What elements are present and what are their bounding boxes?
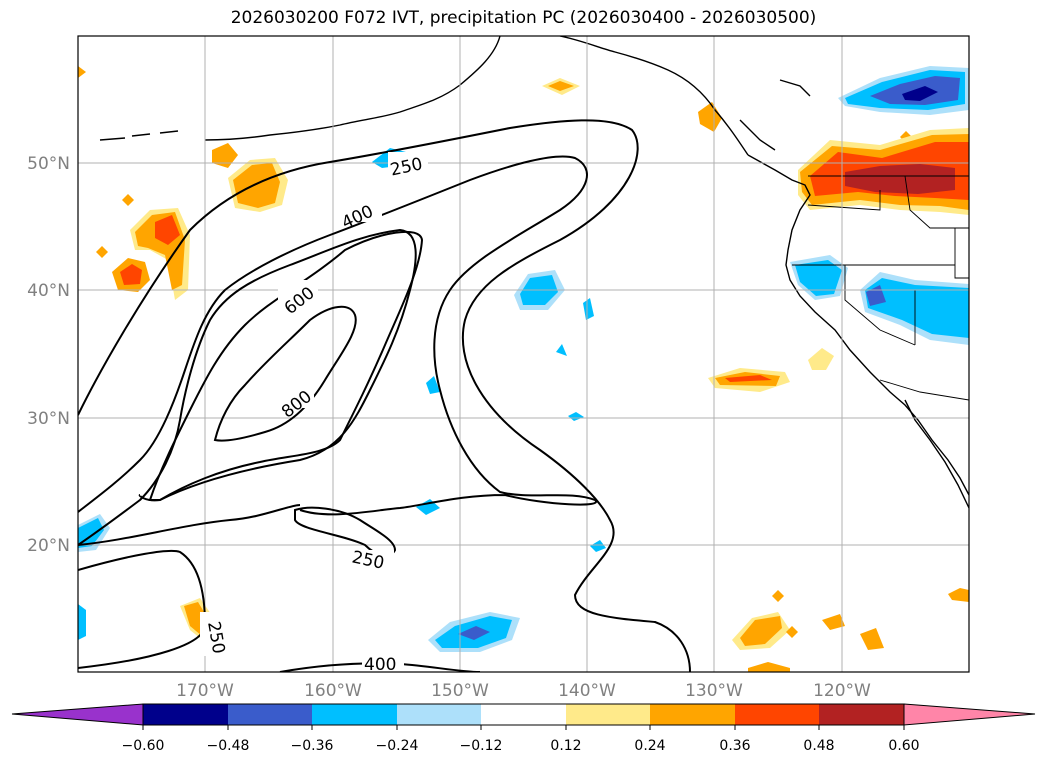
colorbar-tick-label: 0.48 xyxy=(803,738,834,754)
precip-anomaly-dot-4 xyxy=(786,626,798,638)
ivt-contours xyxy=(78,119,691,672)
lat-label-40: 40°N xyxy=(27,281,70,301)
colorbar-extend-low xyxy=(11,703,144,726)
precip-anomaly-south-5 xyxy=(948,588,969,602)
colorbar-tick-label: −0.48 xyxy=(207,738,250,754)
precip-anomaly-west-1-peak xyxy=(155,215,180,245)
coastlines xyxy=(99,36,969,509)
precip-anomaly-edge-nw xyxy=(78,66,86,78)
colorbar-bin-8 xyxy=(735,704,819,725)
ivt-contour-250-south-b xyxy=(78,549,207,669)
lon-label-160w: 160°W xyxy=(304,681,362,701)
precip-anomaly-pnw-peak xyxy=(845,164,955,194)
ivt-contour-600 xyxy=(148,230,424,501)
colorbar-bin-1 xyxy=(143,704,228,725)
colorbar-bin-9 xyxy=(819,704,904,725)
precip-negative-shading xyxy=(78,66,969,652)
map-background xyxy=(78,36,969,672)
colorbar-frame xyxy=(142,703,905,726)
ivt-contour-250 xyxy=(78,119,691,672)
border-nv-ut xyxy=(954,227,969,279)
precip-anomaly-north-1-core xyxy=(548,81,574,91)
colorbar-tick-label: −0.24 xyxy=(376,738,419,754)
precip-deficit-small-4 xyxy=(568,412,584,421)
map-frame xyxy=(77,35,970,673)
colorbar-tick-label: −0.36 xyxy=(291,738,334,754)
precip-deficit-small-6 xyxy=(590,540,606,552)
colorbar-bin-4 xyxy=(397,704,481,725)
ivt-contour-250-island xyxy=(294,506,397,557)
precip-anomaly-south-1-core xyxy=(740,616,782,646)
precip-deficit-small-3 xyxy=(556,344,567,356)
contour-label-400-south: 400 xyxy=(364,655,396,675)
colorbar-bin-7 xyxy=(650,704,735,725)
colorbar-tick-label: 0.24 xyxy=(634,738,665,754)
ivt-contour-400 xyxy=(78,228,417,546)
map-panel: 250 400 600 800 250 250 400 xyxy=(77,35,970,675)
longitude-labels: 170°W 160°W 150°W 140°W 130°W 120°W xyxy=(176,681,871,701)
border-id-mt xyxy=(904,175,955,229)
colorbar-tick-labels: −0.60 −0.48 −0.36 −0.24 −0.12 0.12 0.24 … xyxy=(122,738,920,754)
colorbar-bin-5 xyxy=(481,704,566,725)
border-us-mexico xyxy=(879,379,969,401)
colorbar-tick-label: −0.60 xyxy=(122,738,165,754)
map-title: 2026030200 F072 IVT, precipitation PC (2… xyxy=(230,8,817,28)
lat-label-30: 30°N xyxy=(27,409,70,429)
lon-label-120w: 120°W xyxy=(813,681,871,701)
colorbar-bin-3 xyxy=(312,704,397,725)
lon-label-150w: 150°W xyxy=(431,681,489,701)
colorbar-tick-label: 0.12 xyxy=(550,738,581,754)
precip-anomaly-south-2 xyxy=(822,614,845,630)
coastline-aleutians xyxy=(99,130,179,141)
colorbar-bin-6 xyxy=(566,704,650,725)
ivt-contour-400-outer xyxy=(78,155,598,516)
colorbar-tick-label: 0.36 xyxy=(719,738,750,754)
precip-anomaly-mid-1-peak xyxy=(725,375,772,382)
precip-anomaly-coast-bc xyxy=(698,102,722,132)
coastline-west-us xyxy=(747,154,969,496)
precip-anomaly-nw-cluster-core xyxy=(233,163,280,208)
precip-anomaly-south-3 xyxy=(860,628,884,650)
ivt-contour-250-south-a xyxy=(78,504,301,546)
precip-anomaly-dot-1 xyxy=(122,194,134,206)
coastline-baja xyxy=(904,399,969,509)
coastline-alaska xyxy=(204,36,501,141)
coastline-islands-bc xyxy=(739,79,811,151)
precip-anomaly-small-nw xyxy=(212,143,238,168)
colorbar: −0.60 −0.48 −0.36 −0.24 −0.12 0.12 0.24 … xyxy=(11,703,1036,754)
precip-deficit-ne-peak xyxy=(902,86,938,101)
precip-deficit-nevada-core xyxy=(865,278,969,338)
colorbar-ticks xyxy=(142,725,905,730)
precip-deficit-sw-edge xyxy=(78,604,86,640)
lon-label-130w: 130°W xyxy=(685,681,743,701)
colorbar-extend-high xyxy=(903,703,1036,726)
border-ca-nv xyxy=(844,265,916,346)
precip-anomaly-south-4 xyxy=(748,662,790,672)
precip-deficit-california-core xyxy=(795,260,842,296)
precip-anomaly-west-2-core xyxy=(120,264,142,285)
colorbar-bin-2 xyxy=(228,704,312,725)
colorbar-tick-label: −0.12 xyxy=(460,738,503,754)
lon-label-170w: 170°W xyxy=(176,681,234,701)
precip-anomaly-dot-2 xyxy=(96,246,108,258)
lat-label-50: 50°N xyxy=(27,154,70,174)
border-wa-or xyxy=(807,190,881,211)
latitude-labels: 50°N 40°N 30°N 20°N xyxy=(27,154,70,556)
lat-label-20: 20°N xyxy=(27,536,70,556)
coastline-gulf-of-alaska xyxy=(559,36,749,156)
colorbar-tick-label: 0.60 xyxy=(888,738,919,754)
precip-deficit-small-2 xyxy=(426,376,440,394)
precip-deficit-small-1 xyxy=(583,298,594,320)
precip-anomaly-small-1 xyxy=(808,348,834,370)
precip-deficit-south-peak xyxy=(458,626,490,640)
precip-anomaly-dot-3 xyxy=(772,590,784,602)
ivt-contour-800 xyxy=(213,305,357,442)
state-borders xyxy=(792,175,969,401)
lon-label-140w: 140°W xyxy=(558,681,616,701)
